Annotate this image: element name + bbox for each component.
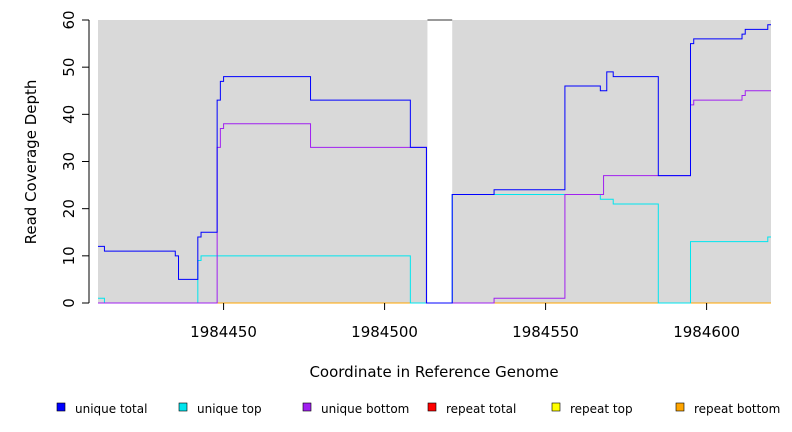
y-tick-label: 30: [60, 152, 78, 171]
plot-area: [98, 19, 771, 303]
y-tick-label: 10: [60, 246, 78, 265]
x-tick-label: 1984550: [512, 323, 579, 341]
x-tick-label: 1984450: [190, 323, 257, 341]
series-line-unique-bottom: [98, 90, 771, 304]
legend-swatch-unique-top: [178, 402, 188, 412]
y-tick-label: 60: [60, 10, 78, 29]
legend: unique total unique top unique bottom repea…: [56, 402, 780, 416]
plot-background-right: [452, 20, 771, 303]
y-tick-label: 0: [60, 298, 78, 308]
legend-swatch-unique-bottom: [302, 402, 312, 412]
series-line-unique-total: [98, 24, 771, 304]
legend-swatch-repeat-top: [551, 402, 561, 412]
plot-background-left: [98, 20, 428, 303]
legend-label-unique-total: unique total: [75, 402, 147, 416]
legend-label-repeat-top: repeat top: [570, 402, 633, 416]
x-axis-title: Coordinate in Reference Genome: [309, 363, 558, 381]
legend-swatch-repeat-bottom: [675, 402, 685, 412]
x-tick-label: 1984600: [673, 323, 740, 341]
axes: 0 10 20 30 40 50 60 1984450 1984500 1984550 198460…: [60, 10, 740, 341]
legend-label-repeat-total: repeat total: [446, 402, 516, 416]
y-tick-label: 20: [60, 199, 78, 218]
series-layer: [98, 24, 771, 304]
y-tick-label: 50: [60, 58, 78, 77]
y-axis-title: Read Coverage Depth: [22, 80, 40, 245]
y-tick-label: 40: [60, 105, 78, 124]
legend-swatch-repeat-total: [427, 402, 437, 412]
legend-label-unique-top: unique top: [197, 402, 262, 416]
legend-swatch-unique-total: [56, 402, 66, 412]
x-tick-label: 1984500: [351, 323, 418, 341]
legend-label-repeat-bottom: repeat bottom: [694, 402, 780, 416]
legend-label-unique-bottom: unique bottom: [321, 402, 409, 416]
series-line-unique-top: [98, 194, 771, 304]
